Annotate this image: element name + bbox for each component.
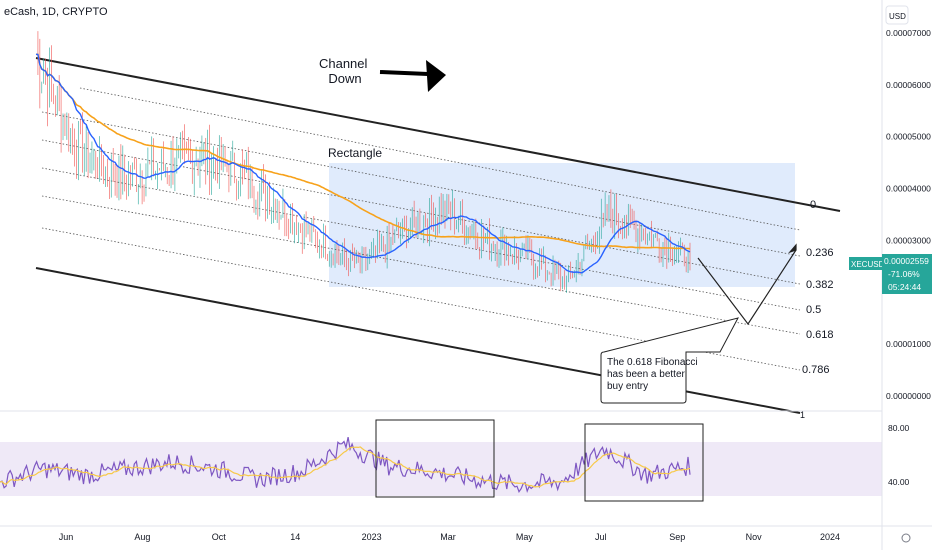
fib-label-1: 1 — [800, 410, 805, 420]
rsi-tick-label: 80.00 — [888, 423, 910, 433]
ma-long-line — [35, 53, 691, 250]
time-axis-label: 2023 — [362, 532, 382, 542]
last-price-value: 0.00002559 — [884, 256, 929, 266]
time-axis-label: Jul — [595, 532, 607, 542]
last-price-symbol: XECUSD — [851, 260, 885, 269]
fib-label-0236: 0.236 — [806, 247, 834, 259]
fib-label-0382: 0.382 — [806, 279, 834, 291]
last-price-label: XECUSD 0.00002559 -71.06% 05:24:44 — [849, 254, 932, 294]
price-tick-label: 0.00005000 — [886, 132, 931, 142]
last-price-countdown: 05:24:44 — [888, 282, 921, 292]
price-tick-label: 0.00001000 — [886, 339, 931, 349]
time-axis-label: Nov — [746, 532, 763, 542]
channel-down-arrow — [379, 60, 446, 92]
time-axis-label: 2024 — [820, 532, 840, 542]
price-axis-ticks: 0.00007000 0.00006000 0.00005000 0.00004000… — [886, 28, 931, 401]
fib-label-0786: 0.786 — [802, 364, 830, 376]
fib-callout: The 0.618 Fibonacci has been a better bu… — [600, 317, 739, 404]
rectangle-label: Rectangle — [328, 146, 382, 160]
time-axis-label: Mar — [440, 532, 456, 542]
callout-text: The 0.618 Fibonacci has been a better bu… — [607, 357, 700, 392]
fib-line-0 — [41, 111, 801, 257]
fib-line-0618 — [41, 227, 801, 371]
time-axis-label: Jun — [59, 532, 74, 542]
time-axis-label: Oct — [212, 532, 227, 542]
channel-label: Channel Down — [319, 56, 371, 86]
fib-label-0: 0 — [810, 199, 816, 211]
fibonacci-channel-lines — [41, 87, 801, 371]
rsi-box-2 — [584, 423, 704, 502]
fib-label-0618: 0.618 — [806, 329, 834, 341]
currency-label: USD — [889, 12, 906, 21]
channel-upper-line — [35, 57, 841, 212]
price-tick-label: 0.00006000 — [886, 80, 931, 90]
symbol-title: eCash, 1D, CRYPTO — [4, 6, 108, 18]
rsi-line — [0, 436, 691, 494]
time-axis-label: Sep — [669, 532, 685, 542]
v-reaction-arrows — [697, 243, 797, 326]
rsi-axis-ticks: 80.00 40.00 — [888, 423, 910, 487]
ma-short-line — [35, 53, 691, 274]
price-tick-label: 0.00007000 — [886, 28, 931, 38]
fib-line-05 — [41, 195, 801, 335]
fib-line-0382 — [41, 167, 801, 311]
rsi-band — [0, 442, 882, 496]
last-price-change: -71.06% — [888, 269, 920, 279]
time-axis-labels: Jun Aug Oct 14 2023 Mar May Jul Sep Nov 2024 — [59, 532, 840, 542]
time-axis-label: Aug — [134, 532, 150, 542]
price-tick-label: 0.00004000 — [886, 184, 931, 194]
fib-line-0236 — [41, 139, 801, 285]
fib-label-05: 0.5 — [806, 304, 821, 316]
time-axis-label: May — [516, 532, 534, 542]
time-axis-label: 14 — [290, 532, 300, 542]
rsi-signal-line — [0, 446, 691, 488]
currency-button[interactable]: USD — [885, 5, 909, 25]
rsi-tick-label: 40.00 — [888, 477, 910, 487]
price-tick-label: 0.00000000 — [886, 391, 931, 401]
rsi-box-1 — [375, 419, 495, 498]
price-tick-label: 0.00003000 — [886, 235, 931, 245]
axis-settings-icon[interactable] — [901, 533, 911, 543]
